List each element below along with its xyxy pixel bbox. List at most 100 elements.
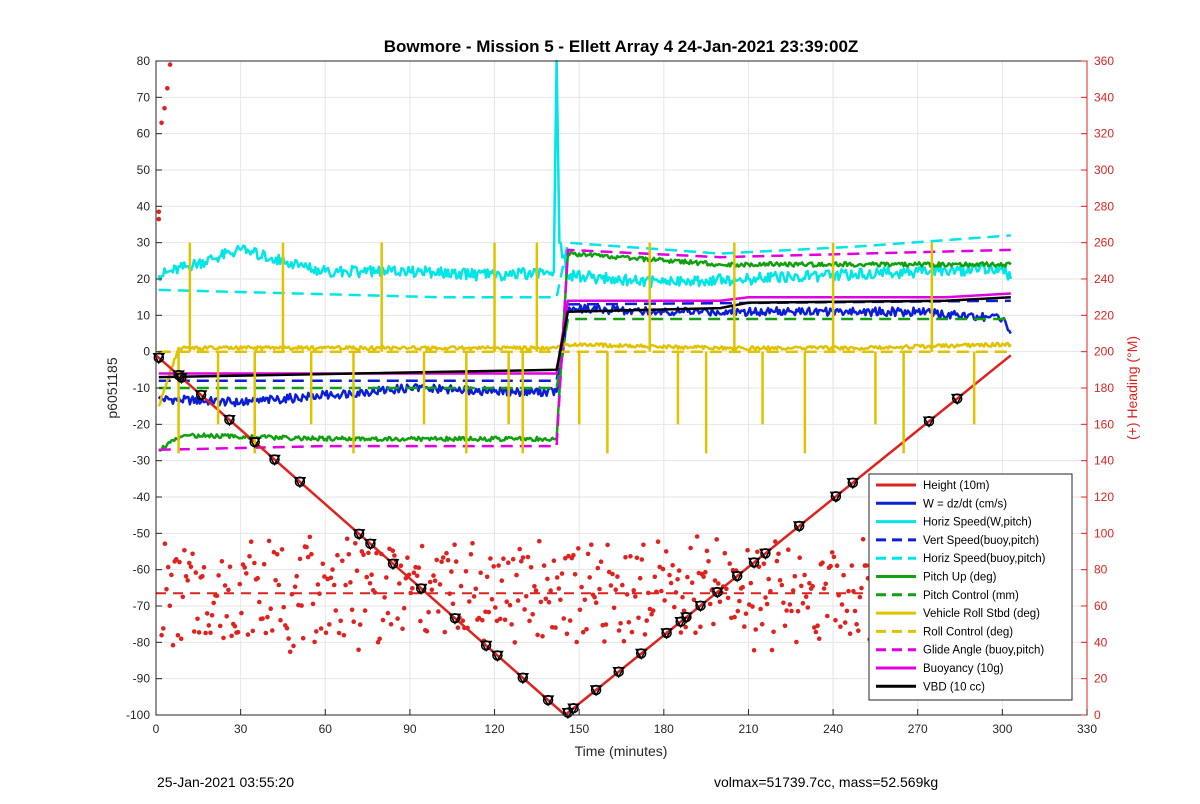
heading-point <box>668 580 674 586</box>
heading-point <box>759 621 765 627</box>
heading-point <box>403 576 409 581</box>
heading-point <box>392 553 397 558</box>
heading-point <box>217 623 223 629</box>
heading-point <box>629 629 635 635</box>
heading-point <box>169 572 174 578</box>
series-line <box>157 59 1013 289</box>
heading-point <box>364 574 370 580</box>
heading-point <box>815 623 820 628</box>
heading-point <box>229 633 234 639</box>
heading-point <box>266 538 272 544</box>
heading-point <box>675 577 680 582</box>
right-tick-label: 60 <box>1094 599 1108 613</box>
heading-point <box>657 564 662 570</box>
heading-point <box>377 636 383 642</box>
footer-vehicle-info: volmax=51739.7cc, mass=52.569kg <box>714 774 939 790</box>
heading-point <box>807 581 812 586</box>
heading-point <box>764 601 770 607</box>
dive-marker-triangle <box>516 673 530 685</box>
y-tick-label: 30 <box>137 236 151 250</box>
dive-marker-triangle <box>634 648 648 661</box>
heading-point <box>292 584 298 590</box>
heading-point <box>509 622 514 627</box>
heading-point <box>567 618 573 623</box>
dive-marker-triangle <box>268 454 281 467</box>
heading-point <box>174 557 179 562</box>
heading-point <box>743 611 749 616</box>
heading-point <box>642 632 648 637</box>
heading-point <box>838 624 843 629</box>
heading-point <box>628 554 633 559</box>
heading-point <box>388 622 394 627</box>
dive-marker-triangle <box>694 600 707 613</box>
x-tick-label: 210 <box>738 722 758 736</box>
heading-point <box>458 583 464 589</box>
y-tick-label: -30 <box>133 454 151 468</box>
heading-point <box>268 606 274 611</box>
dive-marker-triangle <box>829 491 843 503</box>
heading-point <box>327 622 332 627</box>
heading-point <box>528 565 534 570</box>
heading-point <box>470 541 475 546</box>
heading-point <box>467 599 472 604</box>
heading-point <box>322 574 327 579</box>
heading-point <box>566 553 571 559</box>
heading-point <box>170 642 176 648</box>
heading-point <box>820 560 825 565</box>
heading-point <box>354 568 360 573</box>
heading-point <box>320 561 326 567</box>
right-tick-label: 340 <box>1094 90 1114 104</box>
heading-point <box>426 609 431 615</box>
legend-label: Vehicle Roll Stbd (deg) <box>923 608 1040 620</box>
heading-point <box>455 625 461 630</box>
x-tick-label: 120 <box>485 722 505 736</box>
heading-point <box>227 564 233 570</box>
heading-point <box>633 594 638 599</box>
heading-point <box>496 563 501 568</box>
heading-point <box>691 597 697 603</box>
heading-point <box>792 574 798 579</box>
heading-point <box>424 628 430 634</box>
heading-point <box>196 630 202 635</box>
heading-point <box>300 635 306 641</box>
heading-point <box>680 594 685 600</box>
y-tick-label: 0 <box>143 345 150 359</box>
heading-point <box>344 536 350 542</box>
dive-marker-triangle <box>711 587 724 599</box>
heading-point <box>561 616 566 621</box>
heading-point <box>805 605 811 610</box>
heading-point <box>312 639 317 645</box>
heading-point <box>214 593 220 598</box>
heading-point <box>553 625 558 630</box>
heading-point <box>501 556 506 561</box>
y-tick-label: -70 <box>133 599 151 613</box>
heading-point <box>813 629 819 635</box>
heading-point <box>187 560 192 566</box>
heading-point <box>401 605 407 611</box>
heading-point <box>839 602 845 607</box>
heading-point <box>418 618 423 624</box>
heading-point <box>748 580 754 586</box>
heading-point <box>335 552 340 558</box>
heading-point <box>745 547 750 553</box>
right-tick-label: 240 <box>1094 272 1114 286</box>
heading-point <box>411 570 417 575</box>
heading-point <box>694 534 700 539</box>
heading-point <box>660 566 666 572</box>
heading-point <box>356 647 361 653</box>
marker-layer <box>152 352 964 720</box>
heading-point <box>833 617 838 623</box>
heading-point <box>473 586 479 592</box>
dive-marker-triangle <box>567 703 580 715</box>
heading-point <box>263 630 269 636</box>
y-tick-label: 50 <box>137 163 151 177</box>
heading-point <box>842 620 848 625</box>
heading-point <box>714 537 719 542</box>
heading-point <box>825 613 830 619</box>
heading-point <box>543 596 549 602</box>
heading-point <box>716 581 721 586</box>
heading-point <box>224 614 229 619</box>
heading-point <box>156 216 162 222</box>
heading-point <box>579 584 584 590</box>
series-line <box>158 295 1011 379</box>
